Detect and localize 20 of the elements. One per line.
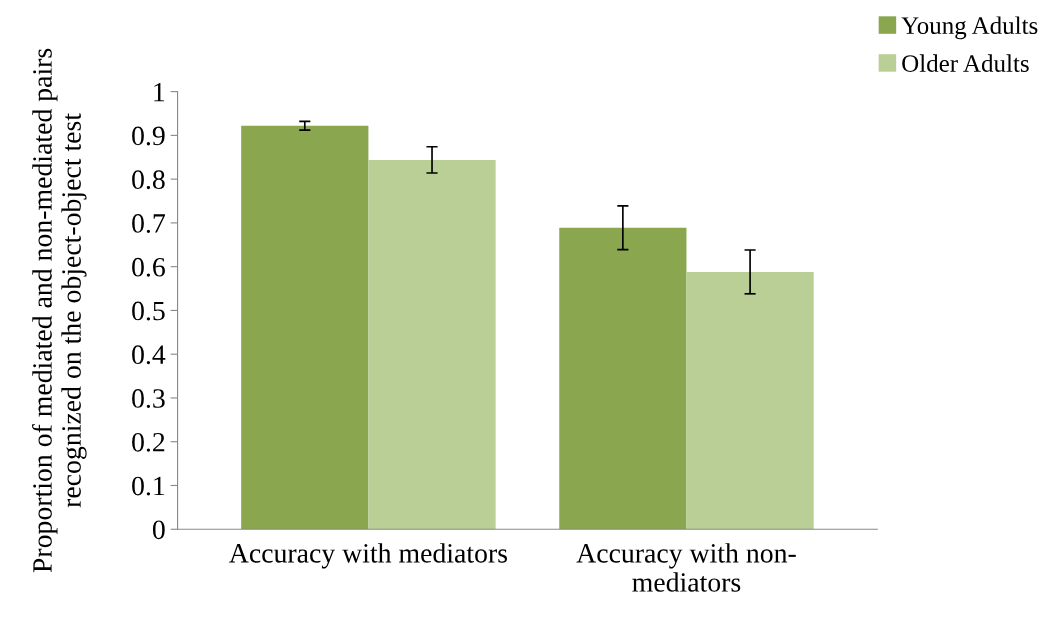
bar <box>559 227 687 530</box>
bar <box>368 159 496 530</box>
y-tick-label: 1 <box>154 82 165 102</box>
x-tick-label: Accuracy with non- mediators <box>576 543 796 592</box>
y-tick-label: 0.4 <box>132 345 166 365</box>
y-tick-label: 0.3 <box>132 389 165 408</box>
bar <box>241 125 369 530</box>
y-tick-label: 0.1 <box>132 476 165 496</box>
y-tick-label: 0.8 <box>132 170 165 190</box>
y-tick-label: 0.5 <box>132 301 165 321</box>
y-axis-title: Proportion of mediated and non-mediated pairs recognized on the object-object test <box>32 48 87 573</box>
y-tick-label: 0.6 <box>132 257 165 277</box>
legend-label: Older Adults <box>902 54 1029 72</box>
y-tick-label: 0.9 <box>132 126 165 146</box>
legend-label: Young Adults <box>901 16 1038 40</box>
bar <box>686 271 814 530</box>
x-tick-label: Accuracy with mediators <box>229 543 508 569</box>
y-tick-label: 0.7 <box>132 214 165 233</box>
y-tick-label: 0.2 <box>132 432 165 452</box>
y-tick-label: 0 <box>152 520 165 540</box>
